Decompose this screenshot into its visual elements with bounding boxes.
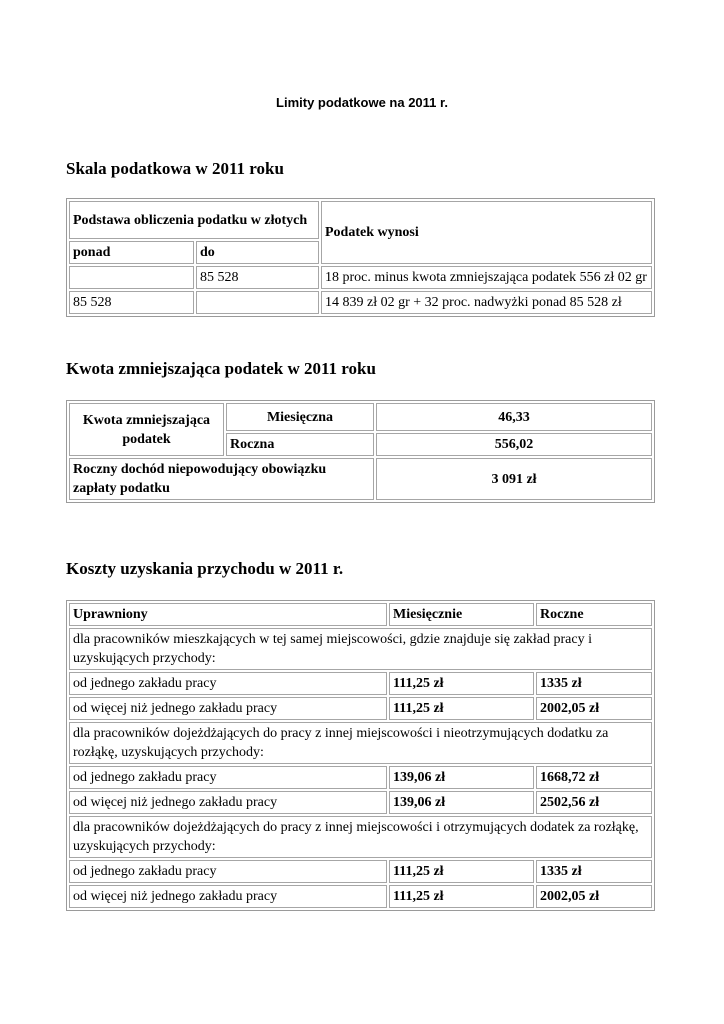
- table-row: Roczny dochód niepowodujący obowiązku za…: [69, 458, 652, 500]
- cost-monthly-cell: 111,25 zł: [389, 697, 534, 720]
- cost-yearly-cell: 1335 zł: [536, 672, 652, 695]
- table-row: 85 528 18 proc. minus kwota zmniejszając…: [69, 266, 652, 289]
- cost-yearly-cell: 2502,56 zł: [536, 791, 652, 814]
- tax-scale-table: Podstawa obliczenia podatku w złotych Po…: [66, 198, 655, 317]
- cost-monthly-cell: 111,25 zł: [389, 860, 534, 883]
- tax-amount-header-cell: Podatek wynosi: [321, 201, 652, 264]
- monthly-value-cell: 46,33: [376, 403, 652, 431]
- section-heading-kwota-zmniejszajaca: Kwota zmniejszająca podatek w 2011 roku: [66, 359, 376, 378]
- tax-reduction-table: Kwota zmniejszająca podatek Miesięczna 4…: [66, 400, 655, 503]
- page-title: Limity podatkowe na 2011 r.: [276, 95, 448, 110]
- table-row: od więcej niż jednego zakładu pracy 139,…: [69, 791, 652, 814]
- cell-do: [196, 291, 319, 314]
- group-description-row: dla pracowników dojeżdżających do pracy …: [69, 722, 652, 764]
- table-row: Kwota zmniejszająca podatek Miesięczna 4…: [69, 403, 652, 456]
- cost-yearly-cell: 2002,05 zł: [536, 697, 652, 720]
- cell-ponad: [69, 266, 194, 289]
- table-row: od więcej niż jednego zakładu pracy 111,…: [69, 885, 652, 908]
- col-header-roczne: Roczne: [536, 603, 652, 626]
- col-header-uprawniony: Uprawniony: [69, 603, 387, 626]
- section-heading-koszty-uzyskania: Koszty uzyskania przychodu w 2011 r.: [66, 559, 344, 578]
- cell-do: 85 528: [196, 266, 319, 289]
- cost-entitled-cell: od jednego zakładu pracy: [69, 860, 387, 883]
- cell-tax-formula: 18 proc. minus kwota zmniejszająca podat…: [321, 266, 652, 289]
- table-row: od jednego zakładu pracy 111,25 zł 1335 …: [69, 860, 652, 883]
- cost-yearly-cell: 2002,05 zł: [536, 885, 652, 908]
- table-row: od jednego zakładu pracy 139,06 zł 1668,…: [69, 766, 652, 789]
- cost-entitled-cell: od więcej niż jednego zakładu pracy: [69, 885, 387, 908]
- group-description-row: dla pracowników dojeżdżających do pracy …: [69, 816, 652, 858]
- reduction-label-cell: Kwota zmniejszająca podatek: [69, 403, 224, 456]
- tax-base-header-cell: Podstawa obliczenia podatku w złotych: [69, 201, 319, 239]
- table-row: Podstawa obliczenia podatku w złotych Po…: [69, 201, 652, 264]
- cost-monthly-cell: 139,06 zł: [389, 791, 534, 814]
- cost-yearly-cell: 1335 zł: [536, 860, 652, 883]
- section-heading-skala-podatkowa: Skala podatkowa w 2011 roku: [66, 159, 284, 178]
- table-row: 85 528 14 839 zł 02 gr + 32 proc. nadwyż…: [69, 291, 652, 314]
- monthly-label-cell: Miesięczna: [226, 403, 374, 431]
- col-header-miesiecznie: Miesięcznie: [389, 603, 534, 626]
- table-row: od więcej niż jednego zakładu pracy 111,…: [69, 697, 652, 720]
- yearly-value-cell: 556,02: [376, 433, 652, 456]
- cost-monthly-cell: 111,25 zł: [389, 885, 534, 908]
- group-description-cell: dla pracowników mieszkających w tej same…: [69, 628, 652, 670]
- col-header-do: do: [196, 241, 319, 264]
- cost-yearly-cell: 1668,72 zł: [536, 766, 652, 789]
- col-header-ponad: ponad: [69, 241, 194, 264]
- table-row: ponad do: [69, 241, 652, 264]
- cell-tax-formula: 14 839 zł 02 gr + 32 proc. nadwyżki pona…: [321, 291, 652, 314]
- group-description-cell: dla pracowników dojeżdżających do pracy …: [69, 722, 652, 764]
- table-row: Roczna 556,02: [69, 433, 652, 456]
- threshold-label-cell: Roczny dochód niepowodujący obowiązku za…: [69, 458, 374, 500]
- table-row: od jednego zakładu pracy 111,25 zł 1335 …: [69, 672, 652, 695]
- table-header-row: Uprawniony Miesięcznie Roczne: [69, 603, 652, 626]
- cost-entitled-cell: od więcej niż jednego zakładu pracy: [69, 697, 387, 720]
- group-description-row: dla pracowników mieszkających w tej same…: [69, 628, 652, 670]
- cost-entitled-cell: od jednego zakładu pracy: [69, 672, 387, 695]
- group-description-cell: dla pracowników dojeżdżających do pracy …: [69, 816, 652, 858]
- cost-monthly-cell: 139,06 zł: [389, 766, 534, 789]
- cost-monthly-cell: 111,25 zł: [389, 672, 534, 695]
- cell-ponad: 85 528: [69, 291, 194, 314]
- cost-entitled-cell: od więcej niż jednego zakładu pracy: [69, 791, 387, 814]
- yearly-label-cell: Roczna: [226, 433, 374, 456]
- cost-entitled-cell: od jednego zakładu pracy: [69, 766, 387, 789]
- income-costs-table: Uprawniony Miesięcznie Roczne dla pracow…: [66, 600, 655, 911]
- threshold-value-cell: 3 091 zł: [376, 458, 652, 500]
